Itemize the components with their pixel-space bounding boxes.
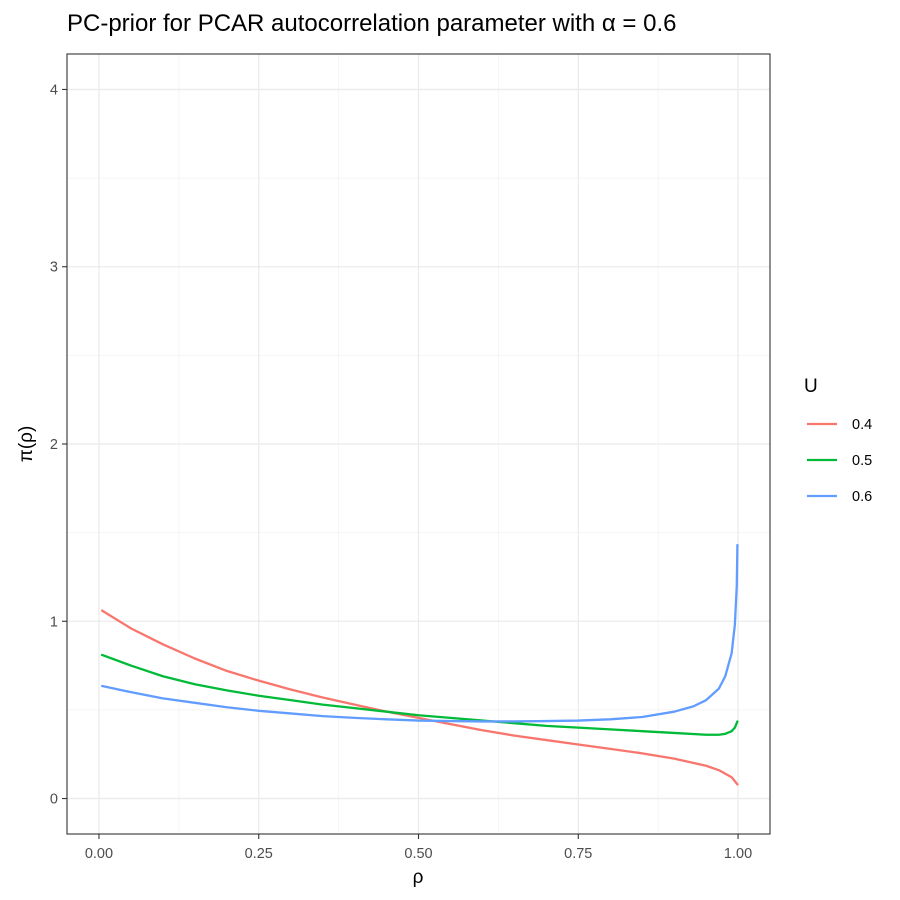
y-tick-label: 4 (50, 82, 58, 98)
y-axis: 0 1 2 3 4 (50, 82, 67, 808)
x-tick-label: 0.00 (85, 846, 113, 862)
series-lines (101, 543, 739, 786)
y-axis-title: π(ρ) (16, 426, 37, 463)
x-tick-label: 0.50 (404, 846, 432, 862)
x-tick-label: 1.00 (724, 846, 752, 862)
x-tick-label: 0.25 (245, 846, 273, 862)
major-gridlines (67, 54, 770, 834)
legend-title: U (804, 376, 818, 397)
legend: U 0.4 0.5 0.6 (804, 376, 872, 505)
y-tick-label: 2 (50, 437, 58, 453)
y-tick-label: 3 (50, 260, 58, 276)
series-line-0-6 (101, 543, 739, 723)
legend-items: 0.4 0.5 0.6 (807, 417, 872, 505)
legend-label: 0.5 (852, 453, 872, 469)
y-tick-label: 0 (50, 792, 58, 808)
legend-label: 0.4 (852, 417, 872, 433)
x-axis-title: ρ (413, 867, 424, 888)
x-tick-label: 0.75 (564, 846, 592, 862)
x-axis: 0.00 0.25 0.50 0.75 1.00 (85, 834, 752, 862)
legend-label: 0.6 (852, 489, 872, 505)
y-tick-label: 1 (50, 614, 58, 630)
chart-title: PC-prior for PCAR autocorrelation parame… (67, 10, 676, 37)
series-line-0-4 (101, 609, 739, 786)
